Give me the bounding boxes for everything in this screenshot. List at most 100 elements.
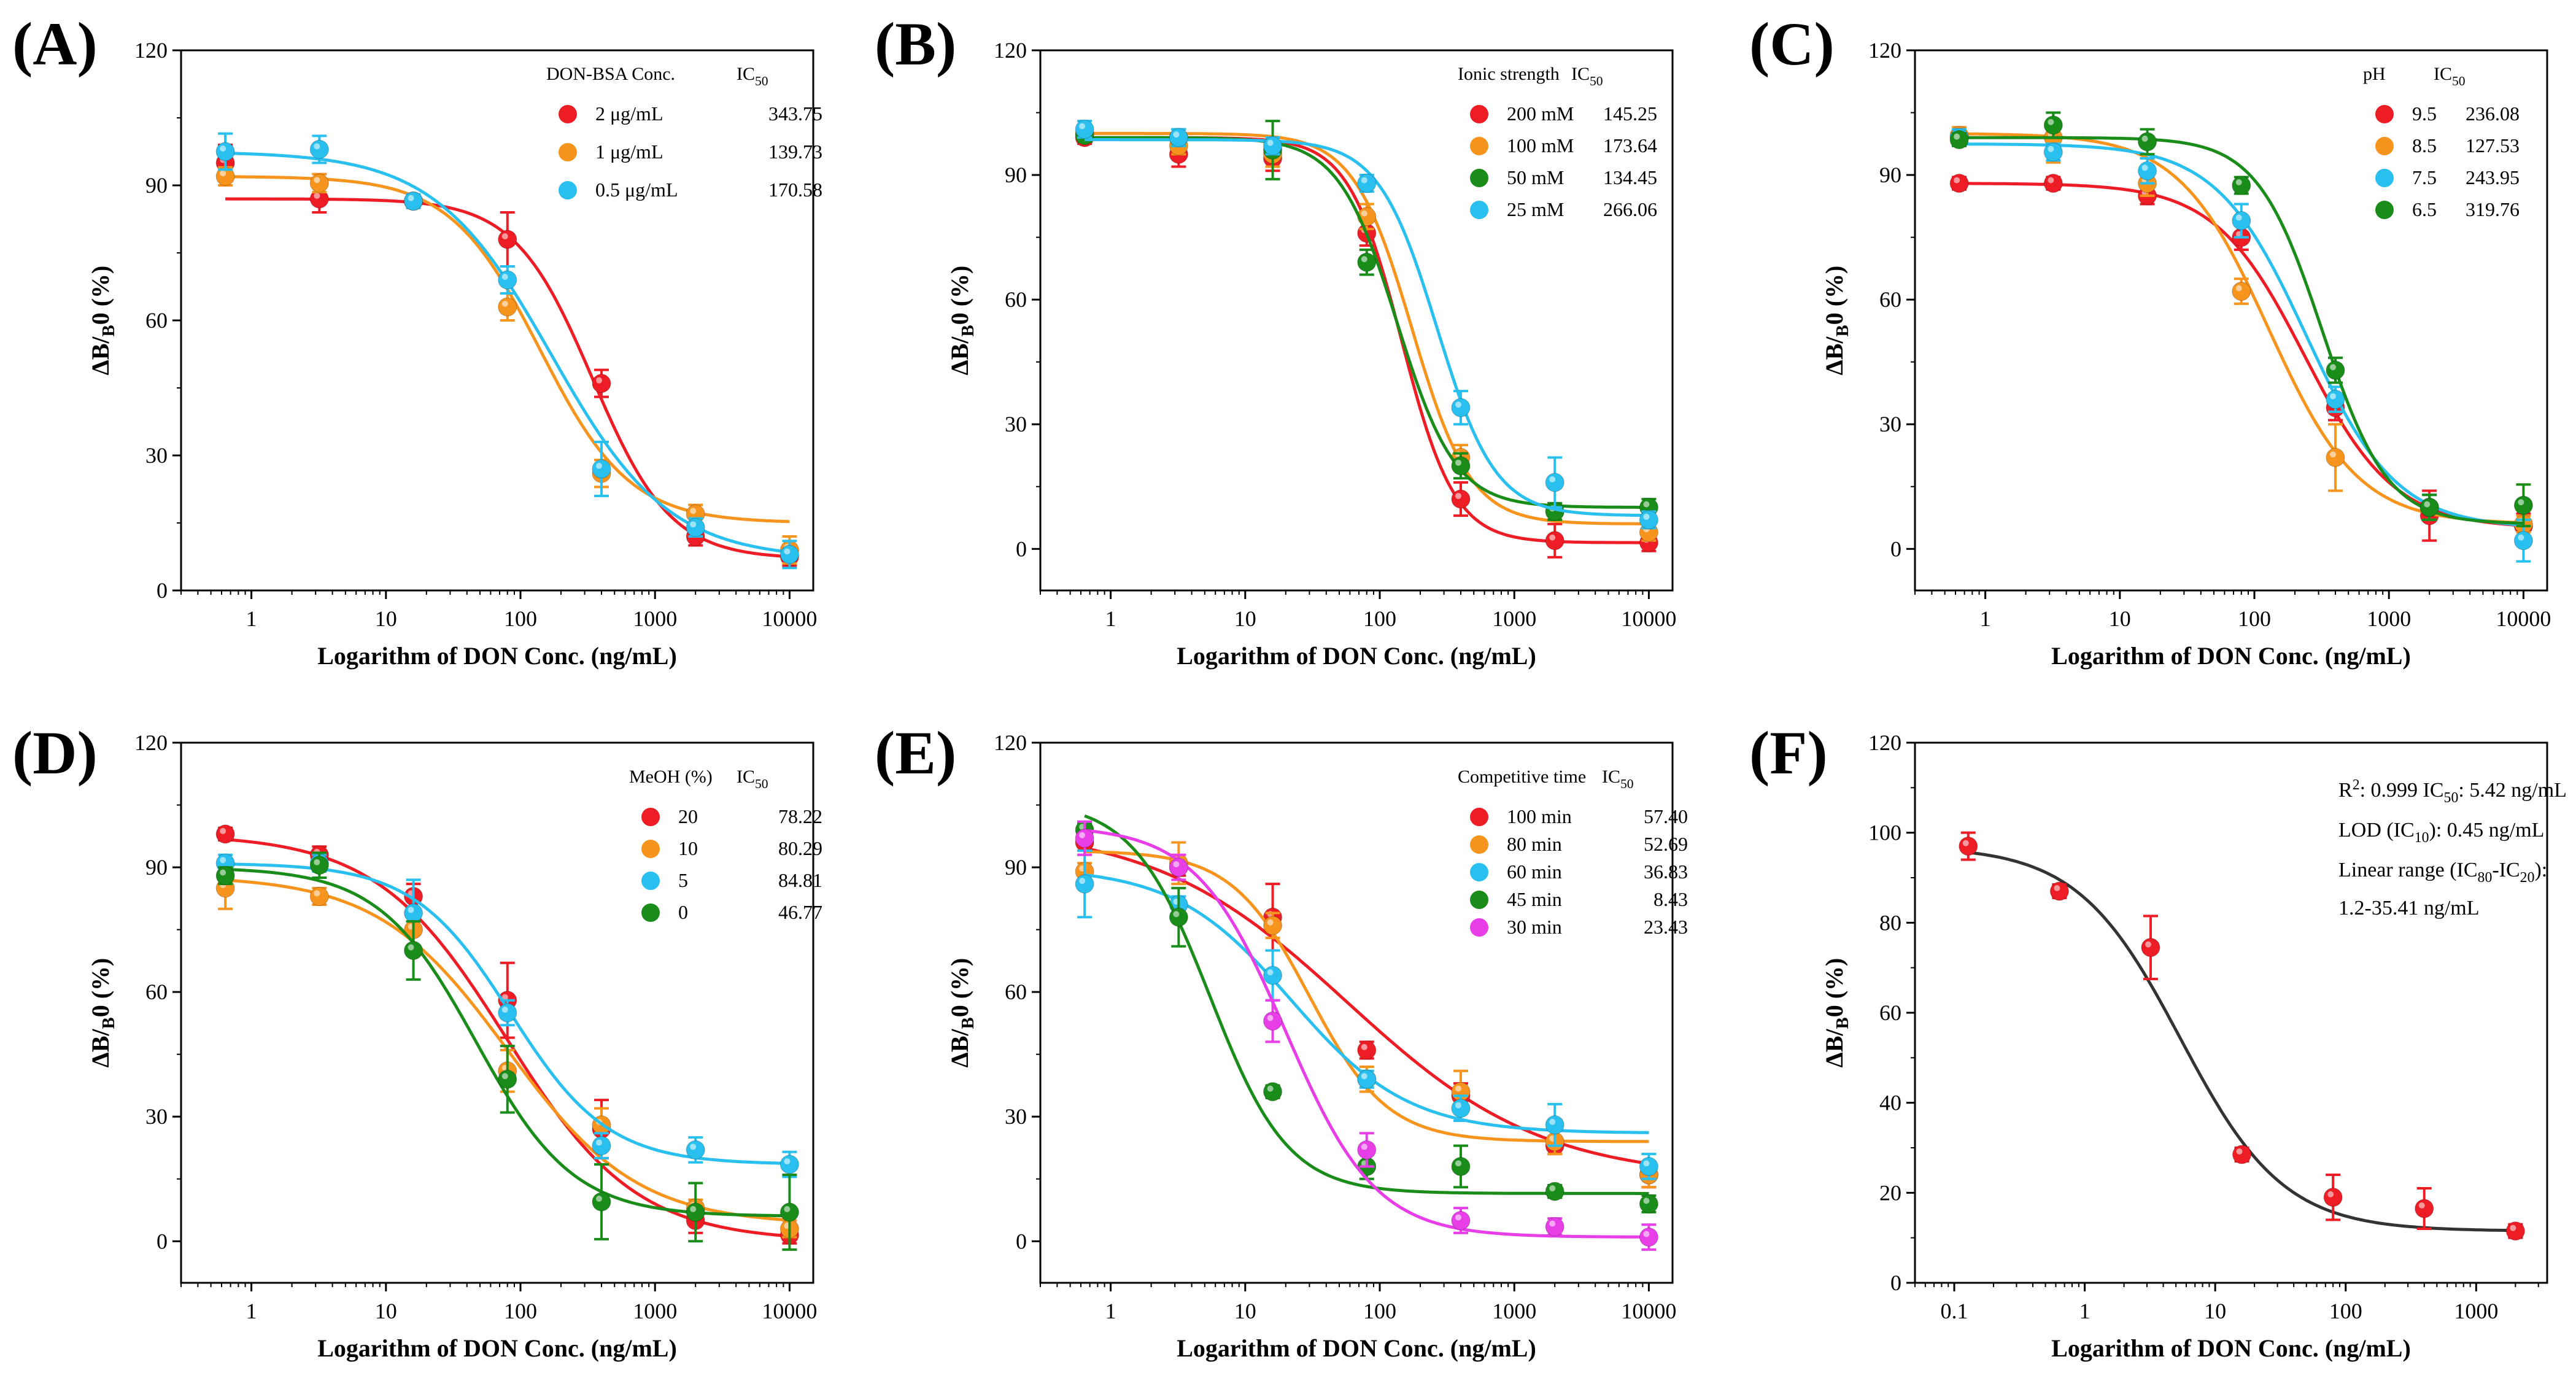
data-point	[215, 824, 235, 844]
data-point	[404, 192, 424, 211]
point-highlight	[314, 890, 320, 897]
point-highlight	[595, 1139, 602, 1146]
legend-title: Ionic strength	[1458, 64, 1560, 84]
y-tick-label: 90	[1879, 163, 1901, 187]
data-point	[1169, 886, 1188, 948]
point-highlight	[408, 195, 414, 201]
point-marker	[1959, 837, 1978, 856]
data-point	[1263, 999, 1283, 1043]
point-highlight	[1455, 459, 1461, 466]
y-axis-title: ΔB/B0 (%)	[87, 266, 118, 376]
legend-label: 0.5 μg/mL	[595, 179, 678, 201]
point-highlight	[1079, 832, 1086, 838]
point-marker	[1451, 1099, 1471, 1118]
data-point	[1451, 1094, 1471, 1122]
point-highlight	[2329, 393, 2336, 400]
point-marker	[309, 173, 329, 193]
point-marker	[1545, 531, 1565, 551]
point-highlight	[1361, 210, 1367, 217]
x-tick-label: 10000	[2496, 606, 2551, 631]
y-tick-label: 30	[1005, 412, 1027, 436]
y-tick-label: 60	[1005, 980, 1027, 1004]
data-point	[2232, 1145, 2252, 1164]
data-point	[1263, 949, 1283, 1002]
legend-ic50-value: 145.25	[1603, 103, 1657, 125]
point-highlight	[2048, 177, 2054, 184]
legend-marker	[1470, 891, 1488, 909]
point-marker	[1639, 1156, 1658, 1176]
legend-ic50-value: 57.40	[1644, 805, 1688, 827]
point-highlight	[1643, 501, 1650, 508]
data-point	[1075, 849, 1094, 919]
point-highlight	[314, 143, 320, 150]
legend-marker	[1470, 808, 1488, 826]
data-point	[1451, 390, 1471, 426]
x-tick-label: 10000	[1621, 1299, 1676, 1323]
point-highlight	[2236, 1148, 2243, 1155]
point-highlight	[1962, 840, 1969, 846]
annotation-r2-ic50: R2: 0.999 IC50: 5.42 ng/mL	[2338, 777, 2567, 806]
point-marker	[1639, 1228, 1658, 1247]
legend-marker	[1470, 169, 1488, 187]
point-marker	[1169, 857, 1188, 877]
y-tick-label: 90	[1005, 855, 1027, 880]
legend-label: 7.5	[2412, 166, 2437, 188]
point-highlight	[1455, 1214, 1461, 1221]
point-marker	[1451, 456, 1471, 476]
point-marker	[686, 1202, 705, 1222]
legend-ic50-value: 36.83	[1644, 861, 1688, 883]
data-point	[2043, 174, 2063, 193]
x-tick-label: 1000	[1492, 606, 1536, 631]
point-highlight	[1267, 139, 1274, 146]
x-tick-label: 100	[2238, 606, 2271, 631]
legend-ic50-header: IC50	[1571, 64, 1603, 88]
data-point	[1357, 248, 1377, 276]
point-marker	[592, 374, 611, 393]
data-point	[1263, 1082, 1283, 1102]
point-marker	[215, 866, 235, 886]
panel-letter: (B)	[875, 10, 956, 78]
point-highlight	[220, 857, 226, 864]
point-marker	[1075, 874, 1094, 894]
point-marker	[1357, 1140, 1377, 1159]
legend-label: 80 min	[1507, 833, 1562, 855]
panel-letter: (A)	[12, 10, 98, 78]
point-highlight	[501, 274, 508, 280]
x-tick-label: 10	[1234, 606, 1256, 631]
point-marker	[498, 270, 517, 290]
data-point	[2138, 128, 2157, 156]
data-point	[779, 1174, 799, 1251]
point-marker	[1545, 1217, 1565, 1237]
data-point	[592, 368, 611, 398]
data-point	[2138, 157, 2157, 185]
data-point	[1357, 1132, 1377, 1168]
legend-ic50-value: 52.69	[1644, 833, 1688, 855]
point-highlight	[2424, 501, 2431, 508]
data-point	[686, 1182, 705, 1243]
legend-marker	[559, 181, 577, 199]
data-point	[1545, 522, 1565, 559]
y-tick-label: 120	[994, 730, 1027, 755]
point-highlight	[1549, 1118, 1556, 1125]
plot-frame	[1039, 49, 1674, 592]
panel-letter: (F)	[1749, 719, 1828, 787]
point-marker	[1545, 1182, 1565, 1201]
y-axis-title: ΔB/B0 (%)	[87, 958, 118, 1068]
x-tick-label: 10	[1234, 1299, 1256, 1323]
point-marker	[592, 1136, 611, 1156]
point-highlight	[784, 1205, 791, 1212]
point-highlight	[784, 548, 791, 555]
point-marker	[498, 230, 517, 249]
legend-marker	[1470, 835, 1488, 854]
point-highlight	[690, 1143, 697, 1150]
x-axis-title: Logarithm of DON Conc. (ng/mL)	[2051, 1334, 2411, 1362]
y-tick-label: 0	[1890, 1271, 1901, 1295]
data-point	[1959, 831, 1978, 861]
point-highlight	[2235, 179, 2242, 185]
data-point	[1075, 120, 1094, 139]
fit-curve-4	[225, 867, 790, 1218]
data-point	[309, 851, 329, 879]
data-point	[1639, 1223, 1658, 1251]
y-tick-label: 90	[145, 173, 168, 198]
